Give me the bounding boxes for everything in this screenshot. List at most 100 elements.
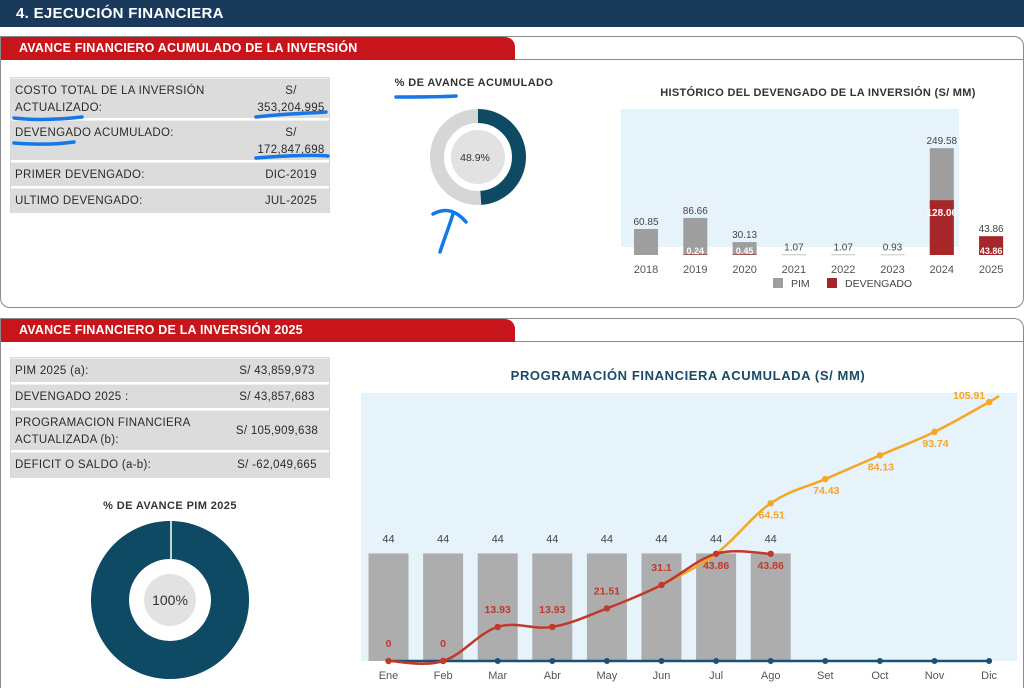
row-value: S/ 105,909,638 <box>235 425 319 437</box>
row-label: COSTO TOTAL DE LA INVERSIÓN <box>15 85 205 97</box>
legend: PIM DEVENGADO <box>773 278 912 290</box>
series-point-orange <box>876 452 884 459</box>
x-tick-label: Mar <box>488 670 507 682</box>
x-tick-label: 2021 <box>782 264 806 276</box>
row-label: ACTUALIZADO: <box>15 102 103 114</box>
row-label: PIM 2025 (a): <box>15 365 89 377</box>
bar-value-label: 44 <box>765 533 777 545</box>
row-value: S/ 43,859,973 <box>239 365 315 377</box>
panel-rule <box>515 59 1023 60</box>
bar-value-label: 44 <box>492 533 504 545</box>
data-label-red: 13.93 <box>485 604 511 616</box>
bar-pim <box>831 254 856 256</box>
bar-pim-mensual <box>641 553 682 661</box>
chart-title: HISTÓRICO DEL DEVENGADO DE LA INVERSIÓN … <box>660 87 976 99</box>
series-point-orange <box>767 500 774 507</box>
row-label: DEFICIT O SALDO (a-b): <box>15 459 152 471</box>
bar-pim <box>880 254 905 256</box>
data-label-orange: 64.51 <box>759 509 785 521</box>
x-tick-label: Feb <box>434 670 453 682</box>
row-label: ACTUALIZADA (b): <box>15 434 119 446</box>
series-point-red <box>549 623 556 631</box>
panel-title: AVANCE FINANCIERO DE LA INVERSIÓN 2025 <box>19 323 303 337</box>
gauge-title: % DE AVANCE PIM 2025 <box>103 500 237 512</box>
row-value: S/ <box>285 85 297 97</box>
legend-label: PIM <box>791 278 810 290</box>
row-label: ULTIMO DEVENGADO: <box>15 195 143 207</box>
series-point-orange <box>931 428 938 436</box>
panel-title: AVANCE FINANCIERO ACUMULADO DE LA INVERS… <box>19 41 358 55</box>
row-value: DIC-2019 <box>265 169 317 181</box>
gauge-hole-inner <box>144 574 196 626</box>
series-point-blue <box>876 658 883 664</box>
info-row: ULTIMO DEVENGADO: JUL-2025 <box>11 189 329 213</box>
series-point-red <box>603 605 611 612</box>
x-tick-label: Nov <box>925 670 945 682</box>
panel-tab: AVANCE FINANCIERO ACUMULADO DE LA INVERS… <box>1 37 515 60</box>
bar-pim-mensual <box>532 553 573 661</box>
x-tick-label: Oct <box>871 670 888 682</box>
bar-pim <box>781 254 806 256</box>
panel-tab: AVANCE FINANCIERO DE LA INVERSIÓN 2025 <box>1 319 515 342</box>
bar-pim-mensual <box>750 553 791 661</box>
data-label-red: 0 <box>386 638 392 650</box>
info-row: DEVENGADO 2025 : S/ 43,857,683 <box>11 385 329 410</box>
x-tick-label: May <box>597 670 618 682</box>
legend-label: DEVENGADO <box>845 278 912 290</box>
data-label-pim: 43.86 <box>979 224 1004 235</box>
gauge-hole <box>451 130 505 184</box>
bar-value-label: 44 <box>437 533 449 545</box>
series-point-orange <box>822 475 829 483</box>
series-point-orange <box>985 398 993 406</box>
data-label-orange: 84.13 <box>868 461 894 473</box>
chart-title: PROGRAMACIÓN FINANCIERA ACUMULADA (S/ MM… <box>510 368 866 383</box>
info-row: PROGRAMACION FINANCIERA ACTUALIZADA (b): … <box>11 411 329 452</box>
bar-devengado <box>683 254 708 255</box>
x-tick-label: 2023 <box>880 264 904 276</box>
series-point-blue <box>986 658 993 664</box>
panel-rule <box>515 341 1023 342</box>
bar-pim <box>732 242 757 255</box>
combo-chart-programacion: 44 44 44 44 44 44 44 44 64.51 74.43 84.13 93.74 105.… <box>361 390 1017 682</box>
row-value: S/ -62,049,665 <box>237 459 317 471</box>
row-label: DEVENGADO 2025 : <box>15 391 129 403</box>
section-title: 4. EJECUCIÓN FINANCIERA <box>16 5 224 22</box>
x-tick-label: Set <box>817 670 834 682</box>
data-label-red: 43.86 <box>703 560 729 572</box>
data-label-pim: 1.07 <box>784 243 804 254</box>
bar-value-label: 44 <box>546 533 558 545</box>
data-label-devengado: 0.24 <box>687 246 705 256</box>
row-label: PROGRAMACION FINANCIERA <box>15 417 191 429</box>
data-label-pim: 30.13 <box>732 230 757 241</box>
row-value: 172,847,698 <box>257 144 325 156</box>
info-row: COSTO TOTAL DE LA INVERSIÓN ACTUALIZADO: … <box>11 79 329 120</box>
info-row: DEVENGADO ACUMULADO: S/172,847,698 <box>11 121 329 162</box>
bar-pim-mensual <box>696 553 737 661</box>
data-label-orange: 105.91 <box>953 390 985 402</box>
data-label-red: 43.86 <box>758 560 784 572</box>
donut-gauge-acumulado: 48.9% <box>430 109 526 205</box>
bar-devengado <box>732 254 757 255</box>
info-table-acumulado: COSTO TOTAL DE LA INVERSIÓN ACTUALIZADO: … <box>10 77 330 213</box>
series-point-red <box>712 550 720 557</box>
x-tick-label: 2022 <box>831 264 855 276</box>
x-tick-label: 2018 <box>634 264 658 276</box>
data-label-orange: 74.43 <box>813 485 839 497</box>
info-row: PIM 2025 (a): S/ 43,859,973 <box>11 359 329 384</box>
row-value: 353,204,995 <box>257 102 325 114</box>
legend-swatch-pim <box>773 278 783 288</box>
data-label-pim: 60.85 <box>633 217 658 228</box>
bar-pim <box>683 217 708 255</box>
x-tick-label: Jun <box>653 670 671 682</box>
x-tick-label: Abr <box>544 670 561 682</box>
gauge-value: 100% <box>152 592 188 608</box>
gauge-fill <box>477 109 526 205</box>
x-tick-label: Jul <box>709 670 723 682</box>
series-point-red <box>658 581 665 589</box>
bar-pim-mensual <box>368 553 409 661</box>
plot-background <box>621 109 959 247</box>
series-point-blue <box>658 658 665 664</box>
series-point-red <box>439 657 447 665</box>
data-label-devengado: 43.86 <box>980 246 1003 256</box>
bar-value-label: 44 <box>655 533 667 545</box>
